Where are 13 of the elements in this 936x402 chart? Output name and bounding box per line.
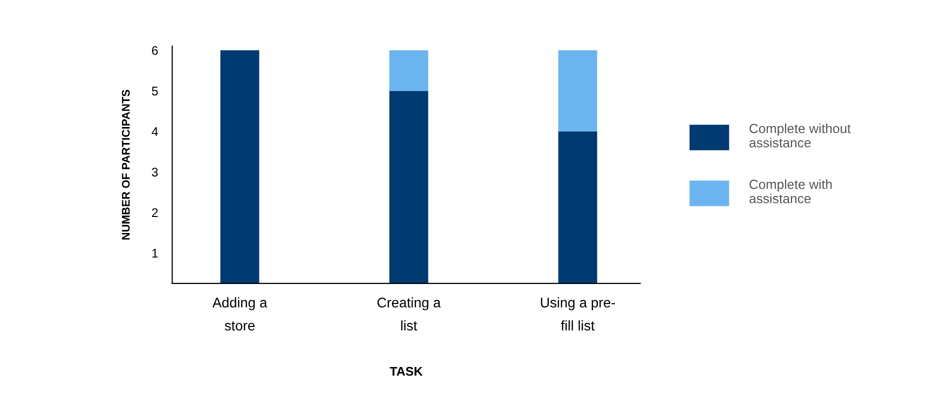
y-tick-label: 6 bbox=[152, 46, 158, 55]
y-tick-label: 4 bbox=[152, 127, 158, 136]
y-tick-label: 1 bbox=[152, 248, 158, 258]
y-tick-label: 5 bbox=[152, 86, 158, 96]
x-tick-label: Adding a store bbox=[212, 297, 268, 331]
y-tick-label: 2 bbox=[152, 208, 158, 217]
x-axis-title: TASK bbox=[390, 366, 423, 376]
y-tick-label: 3 bbox=[152, 168, 158, 177]
legend-label: Complete with assistance bbox=[749, 179, 832, 204]
legend-label: Complete without assistance bbox=[749, 123, 851, 148]
x-tick-label: Creating a list bbox=[377, 297, 441, 331]
y-axis-title: NUMBER OF PARTICIPANTS bbox=[122, 90, 130, 240]
x-tick-label: Using a pre- fill list bbox=[540, 297, 615, 331]
